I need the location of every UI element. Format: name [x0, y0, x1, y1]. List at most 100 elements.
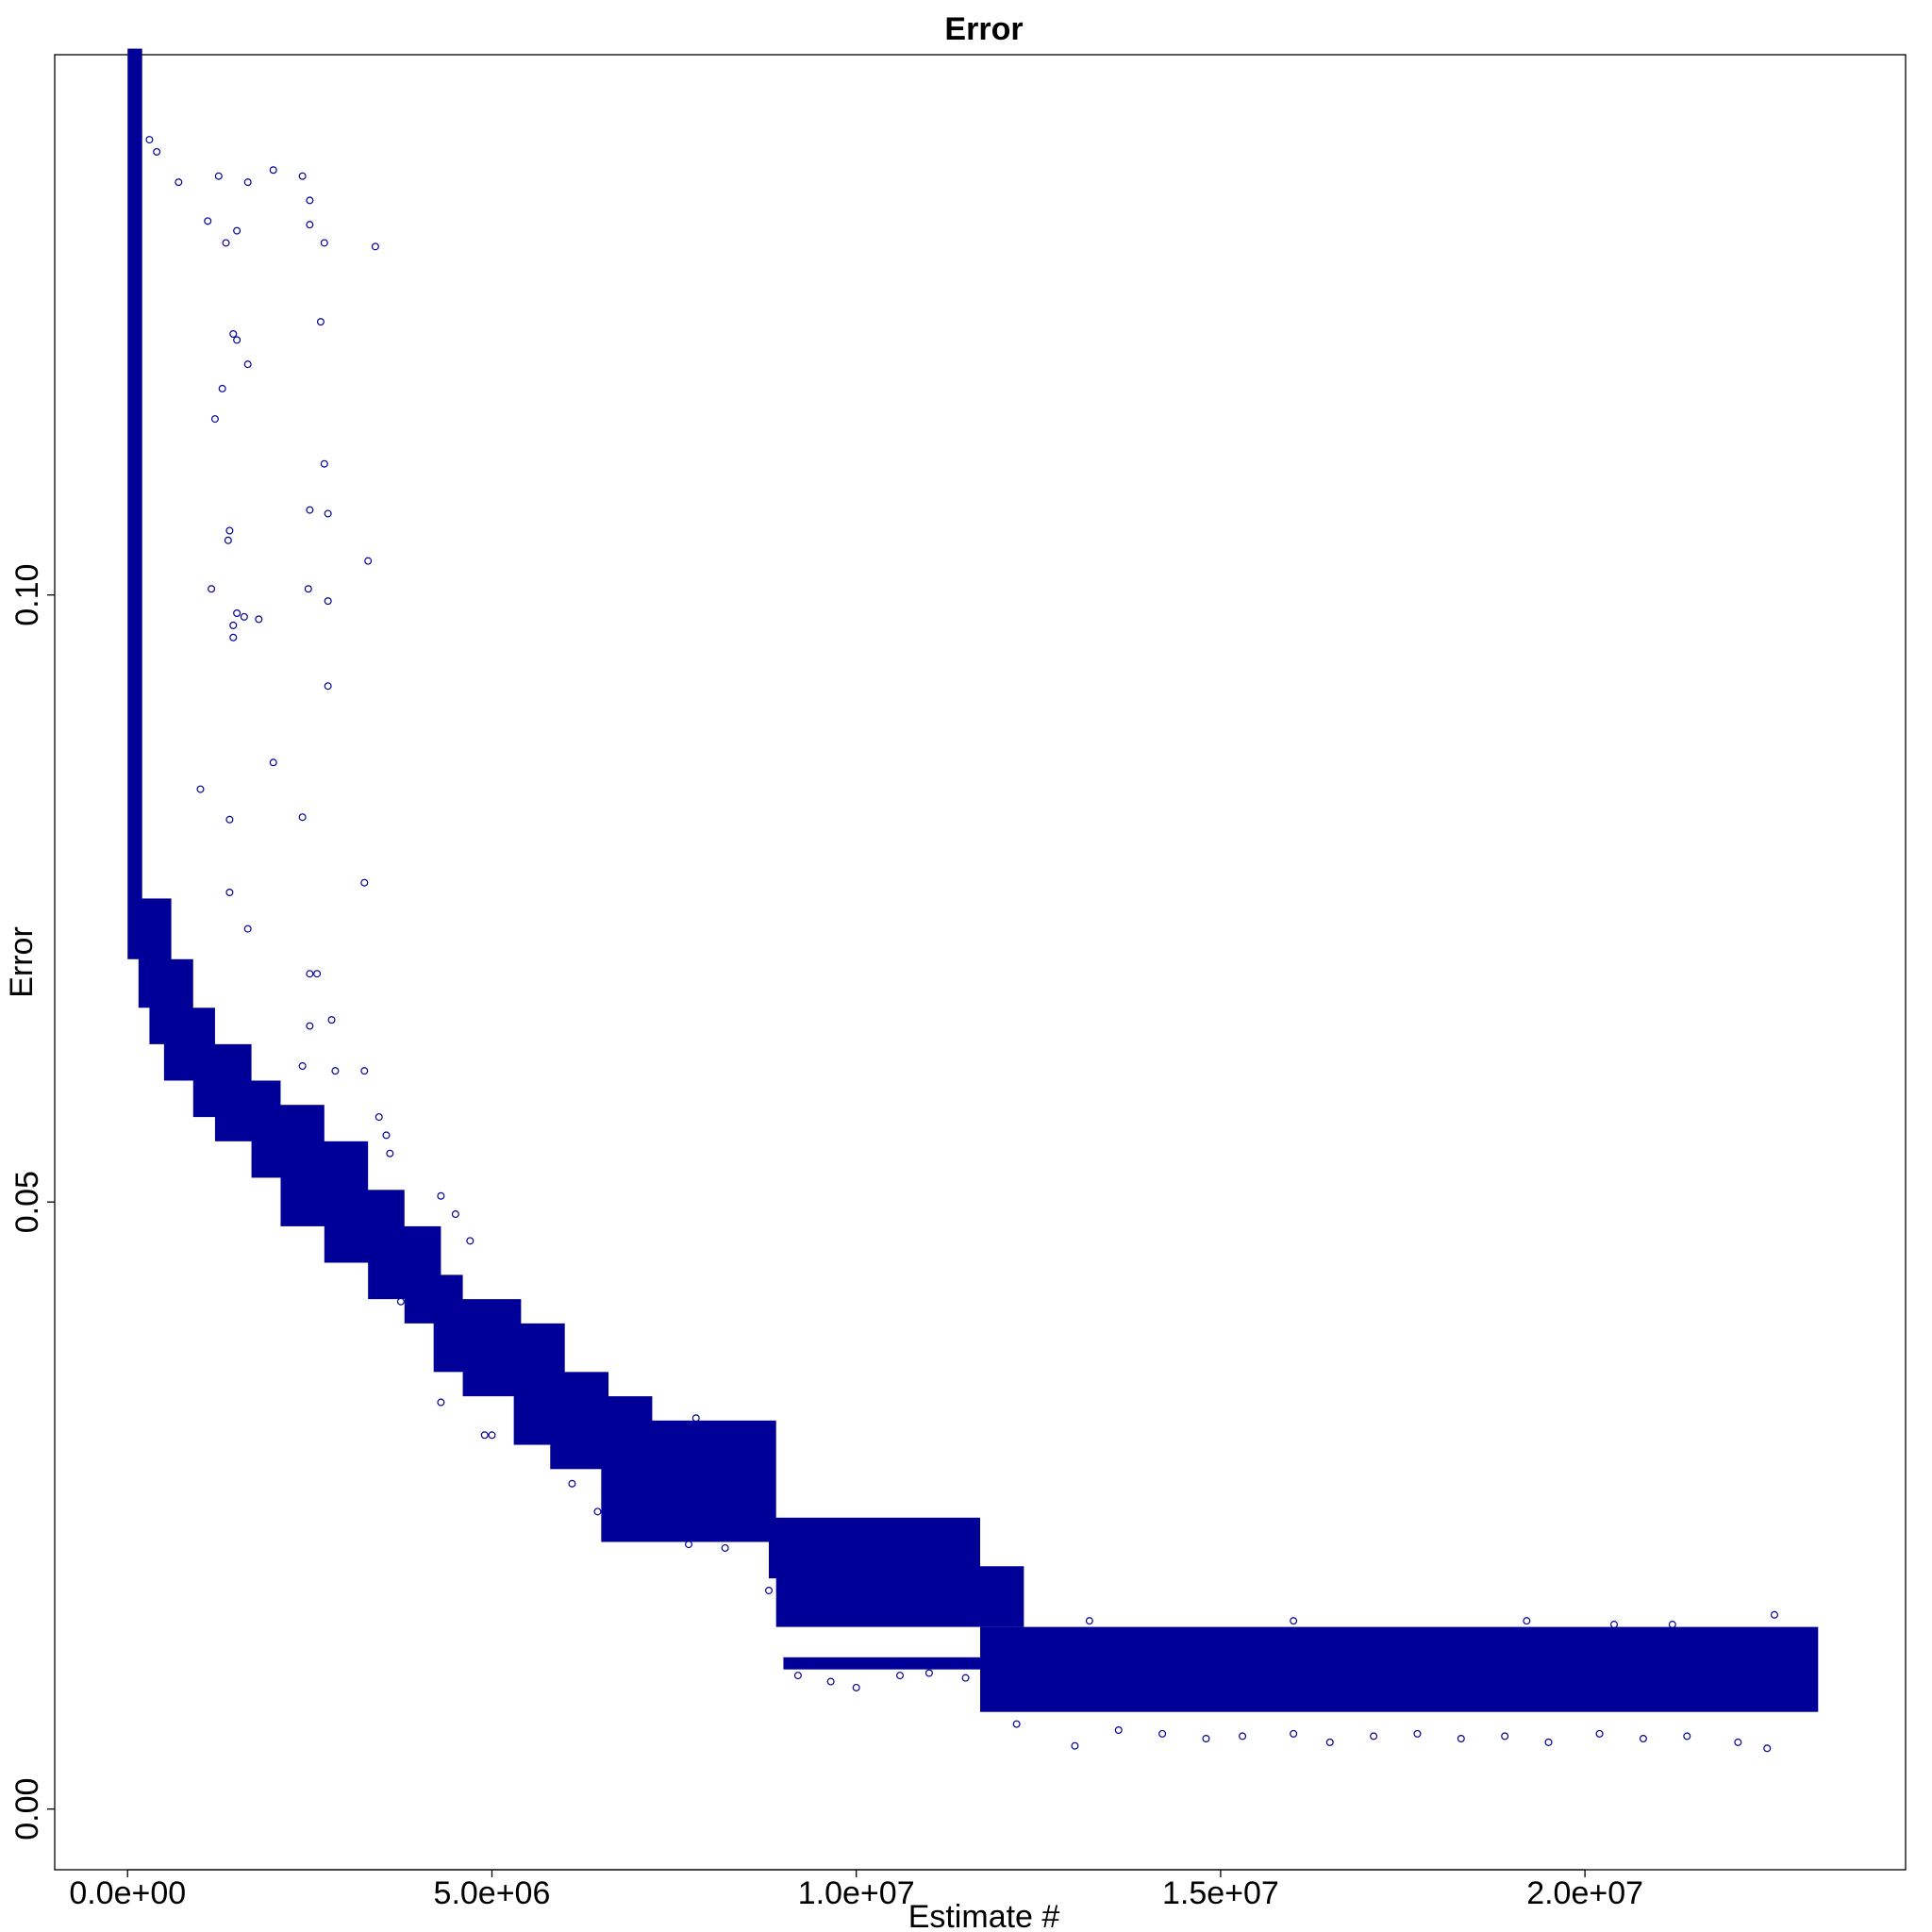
data-point	[466, 1237, 475, 1245]
data-point	[243, 178, 252, 187]
data-point	[229, 633, 238, 641]
density-band	[601, 1420, 776, 1542]
data-point	[924, 1669, 933, 1677]
density-band	[980, 1626, 1819, 1712]
data-point	[304, 585, 312, 593]
data-point	[1413, 1729, 1422, 1738]
data-point	[233, 226, 242, 235]
data-point	[204, 217, 212, 225]
data-point	[306, 506, 314, 514]
data-point	[371, 242, 379, 251]
data-point	[1202, 1735, 1210, 1743]
data-point	[298, 1062, 307, 1071]
data-point	[593, 1507, 602, 1516]
x-axis: 0.0e+00 5.0e+06 1.0e+07 1.5e+07 2.0e+07	[69, 1869, 1643, 1911]
data-point	[1457, 1735, 1465, 1743]
data-point	[386, 1149, 394, 1158]
data-point	[298, 813, 307, 822]
y-axis: 0.00 0.05 0.10	[9, 564, 55, 1840]
data-point	[364, 557, 373, 565]
data-point	[1071, 1741, 1079, 1750]
data-point	[324, 509, 332, 518]
data-point	[764, 1586, 773, 1594]
x-tick-label: 1.5e+07	[1162, 1875, 1279, 1911]
data-point	[437, 1191, 445, 1200]
x-axis-label: Estimate #	[908, 1899, 1060, 1932]
data-point	[1544, 1738, 1553, 1746]
y-tick-label: 0.10	[9, 564, 45, 626]
data-point	[153, 147, 161, 156]
data-point	[1763, 1744, 1772, 1753]
data-point	[145, 136, 154, 144]
data-point	[360, 878, 369, 887]
data-point	[324, 682, 332, 691]
data-point	[208, 585, 216, 593]
data-point	[306, 221, 314, 229]
data-point	[225, 526, 234, 535]
data-point	[233, 336, 242, 344]
data-point	[961, 1674, 970, 1682]
data-point	[306, 970, 314, 978]
y-tick-label: 0.05	[9, 1171, 45, 1233]
x-tick-label: 2.0e+07	[1526, 1875, 1643, 1911]
data-point	[1239, 1732, 1247, 1740]
data-point	[225, 815, 234, 824]
data-point	[298, 172, 307, 180]
data-point	[331, 1067, 340, 1075]
data-point	[1595, 1729, 1604, 1738]
data-point	[1523, 1617, 1531, 1625]
data-point	[327, 1016, 336, 1024]
scatter-density-bands	[127, 48, 1819, 1712]
data-point	[196, 785, 205, 793]
data-point	[1734, 1738, 1742, 1746]
data-point	[1370, 1732, 1378, 1740]
density-band	[127, 48, 142, 959]
data-point	[210, 415, 219, 424]
data-point	[320, 459, 328, 468]
data-point	[896, 1672, 905, 1680]
y-axis-label: Error	[4, 926, 40, 998]
data-point	[175, 178, 183, 187]
data-point	[488, 1431, 496, 1440]
data-point	[1290, 1617, 1298, 1625]
data-point	[269, 758, 277, 767]
data-point	[313, 970, 322, 978]
data-point	[306, 1022, 314, 1030]
data-point	[1325, 1738, 1334, 1746]
data-point	[324, 597, 332, 606]
data-point	[222, 239, 230, 247]
x-tick-label: 5.0e+06	[434, 1875, 551, 1911]
data-point	[269, 166, 277, 175]
y-tick-label: 0.00	[9, 1778, 45, 1840]
data-point	[852, 1683, 860, 1691]
data-point	[1085, 1617, 1093, 1625]
data-point	[320, 239, 328, 247]
data-point	[793, 1672, 802, 1680]
data-point	[1012, 1720, 1021, 1728]
density-band	[775, 1566, 1024, 1627]
data-point	[568, 1479, 576, 1488]
data-point	[214, 172, 223, 180]
data-point	[255, 615, 263, 624]
x-tick-label: 0.0e+00	[69, 1875, 186, 1911]
data-point	[224, 536, 232, 544]
data-point	[1770, 1610, 1778, 1619]
data-point	[233, 608, 242, 617]
data-point	[240, 612, 248, 621]
data-point	[243, 360, 252, 369]
data-point	[382, 1131, 391, 1140]
data-point	[316, 318, 325, 326]
density-band	[783, 1657, 980, 1670]
data-point	[360, 1067, 369, 1075]
data-point	[229, 621, 238, 629]
data-point	[480, 1431, 489, 1440]
data-point	[1114, 1725, 1123, 1734]
data-point	[1501, 1732, 1509, 1740]
data-point	[826, 1677, 835, 1686]
data-point	[229, 330, 238, 339]
data-point	[306, 196, 314, 205]
data-point	[218, 384, 226, 392]
data-point	[1683, 1732, 1691, 1740]
data-point	[1639, 1735, 1647, 1743]
